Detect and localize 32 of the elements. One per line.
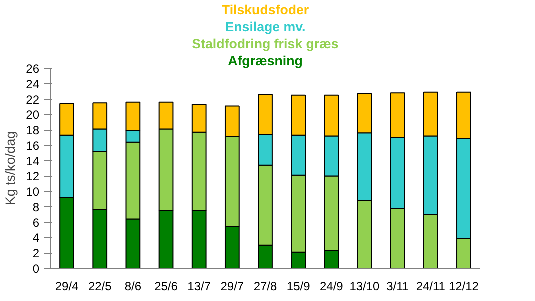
text: Tilskudsfoder — [222, 2, 310, 18]
x-tick-label: 8/6 — [124, 280, 142, 294]
y-tick-label: 26 — [26, 62, 40, 76]
text: Afgræsning — [228, 54, 303, 68]
y-axis-title: Kg ts/ko/dag — [3, 131, 18, 206]
y-tick-label: 14 — [26, 154, 40, 168]
text: Ensilage mv. — [225, 20, 306, 34]
y-tick-label: 24 — [26, 77, 40, 92]
x-tick-label: 13/10 — [350, 280, 380, 294]
x-tick-label: 29/4 — [55, 280, 80, 294]
x-tick-label: 24/11 — [416, 280, 446, 294]
x-tick-label: 25/6 — [154, 280, 178, 294]
x-tick-label: 24/9 — [320, 280, 344, 294]
y-tick-label: 18 — [26, 124, 40, 138]
y-tick-label: 10 — [26, 185, 40, 200]
x-tick-label: 27/8 — [254, 280, 278, 294]
y-tick-label: 2 — [32, 246, 40, 261]
x-tick-label: 22/5 — [88, 280, 112, 294]
y-tick-label: 12 — [26, 170, 40, 184]
x-tick-label: 12/12 — [448, 280, 480, 294]
x-tick-label: 13/7 — [188, 280, 212, 294]
y-tick-label: 4 — [32, 231, 40, 246]
x-tick-label: 29/7 — [220, 280, 244, 294]
y-tick-label: 22 — [26, 92, 40, 107]
x-tick-label: 3/11 — [386, 280, 410, 294]
text: Staldfodring frisk græs — [192, 36, 339, 52]
y-tick-label: 6 — [32, 216, 40, 230]
y-tick-label: 16 — [26, 138, 40, 153]
y-tick-label: 20 — [26, 108, 40, 122]
x-tick-label: 15/9 — [286, 280, 311, 294]
y-tick-label: 0 — [32, 262, 40, 276]
y-tick-label: 8 — [32, 200, 40, 214]
